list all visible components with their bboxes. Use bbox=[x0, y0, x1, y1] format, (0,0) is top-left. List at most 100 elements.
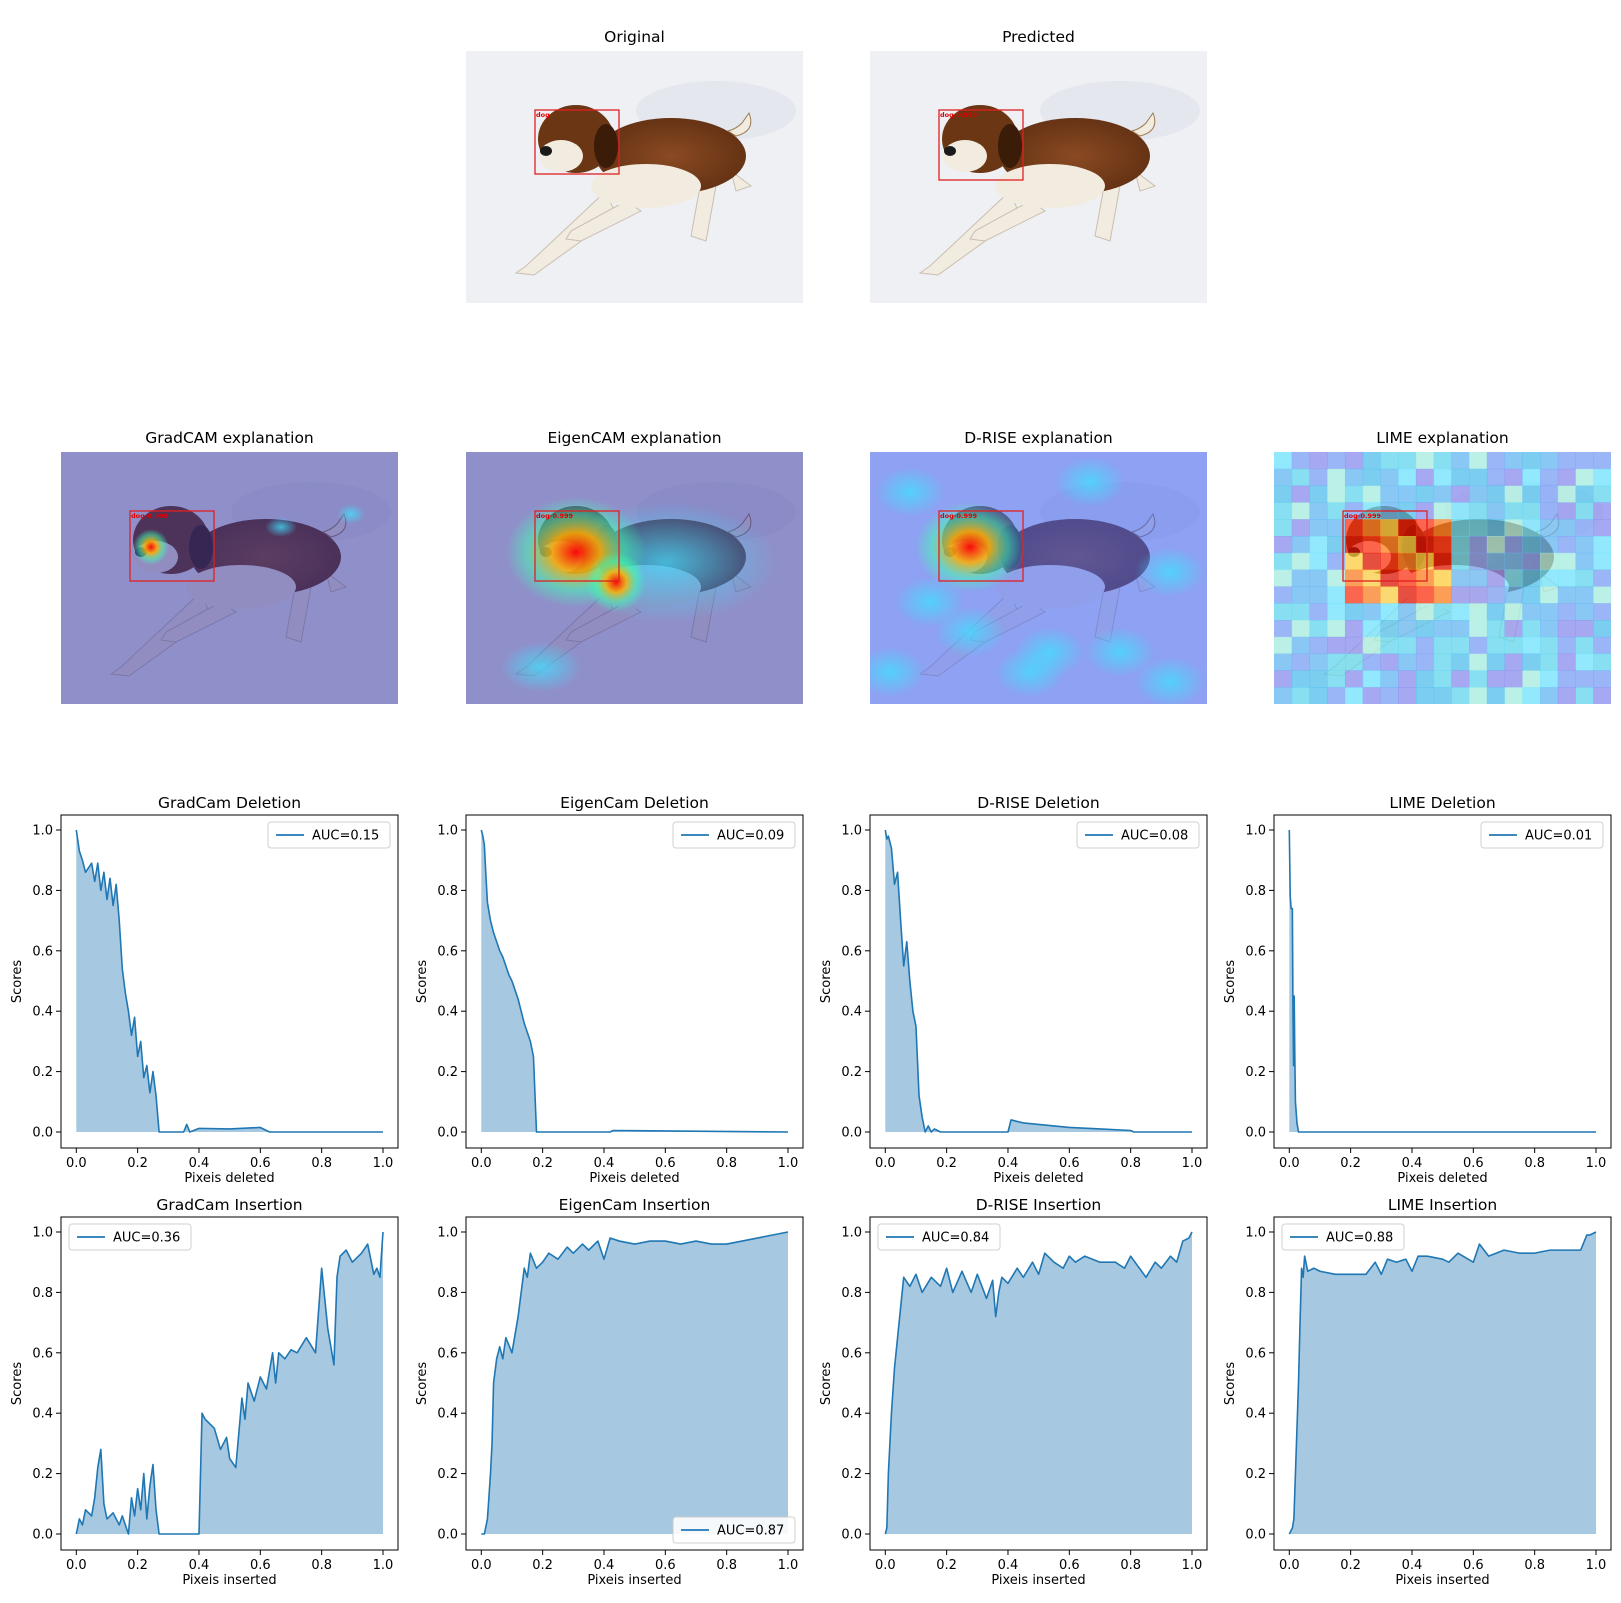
lime-superpixel bbox=[1398, 586, 1417, 604]
lime-superpixel bbox=[1557, 468, 1577, 487]
dog-front-leg-2 bbox=[565, 200, 642, 242]
lime-superpixel bbox=[1291, 586, 1310, 604]
chart-panel: 0.0 0.2 0.4 0.6 0.8 1.0 0.0 0.2 0.4 0.6 0.8 1.0 LIME… bbox=[1223, 1196, 1612, 1588]
image-panel: dog-0.999 Predicted bbox=[870, 28, 1207, 303]
heatmap-blob bbox=[1135, 547, 1205, 597]
lime-superpixel bbox=[1469, 485, 1488, 503]
lime-superpixel bbox=[1540, 620, 1559, 638]
y-tick-label: 0.2 bbox=[1245, 1065, 1266, 1080]
x-tick-label: 1.0 bbox=[778, 1558, 799, 1573]
lime-superpixel bbox=[1469, 502, 1488, 520]
y-axis-label: Scores bbox=[819, 1362, 834, 1405]
lime-superpixel bbox=[1469, 569, 1488, 587]
detection-box bbox=[938, 510, 1024, 582]
x-tick-label: 0.8 bbox=[1524, 1558, 1545, 1573]
lime-superpixel bbox=[1540, 687, 1559, 704]
lime-superpixel bbox=[1486, 468, 1506, 487]
chart-title: LIME Deletion bbox=[1389, 794, 1495, 812]
lime-superpixel bbox=[1362, 653, 1381, 671]
lime-superpixel bbox=[1557, 569, 1577, 587]
lime-superpixel bbox=[1309, 687, 1328, 704]
lime-superpixel bbox=[1486, 502, 1506, 520]
y-tick-label: 0.6 bbox=[841, 1346, 862, 1361]
y-tick-label: 0.8 bbox=[32, 1286, 53, 1301]
x-axis-label: Pixeis deleted bbox=[589, 1171, 679, 1186]
image-content bbox=[466, 51, 803, 303]
lime-superpixel bbox=[1433, 569, 1452, 587]
chart-panel: 0.0 0.2 0.4 0.6 0.8 1.0 0.0 0.2 0.4 0.6 0.8 1.0 Grad… bbox=[10, 794, 399, 1186]
chart-title: D-RISE Insertion bbox=[976, 1196, 1102, 1214]
y-tick-label: 0.0 bbox=[32, 1126, 53, 1141]
lime-superpixel bbox=[1593, 452, 1611, 470]
lime-superpixel bbox=[1433, 687, 1452, 704]
lime-superpixel bbox=[1433, 670, 1452, 688]
area-fill bbox=[481, 830, 788, 1132]
legend-label: AUC=0.01 bbox=[1525, 829, 1592, 844]
legend-label: AUC=0.84 bbox=[922, 1231, 989, 1246]
heatmap-blob bbox=[1055, 457, 1125, 507]
x-tick-label: 1.0 bbox=[1586, 1558, 1607, 1573]
lime-superpixel bbox=[1540, 502, 1559, 520]
lime-superpixel bbox=[1575, 586, 1594, 604]
axes-frame bbox=[60, 814, 399, 1149]
lime-superpixel bbox=[1469, 552, 1488, 571]
lime-superpixel bbox=[1291, 603, 1310, 621]
lime-superpixel bbox=[1344, 620, 1364, 638]
heatmap-hotspot bbox=[586, 552, 646, 612]
lime-superpixel bbox=[1274, 653, 1293, 671]
y-tick-label: 0.0 bbox=[437, 1126, 458, 1141]
legend-label: AUC=0.87 bbox=[717, 1524, 784, 1539]
lime-superpixel bbox=[1593, 552, 1611, 571]
lime-superpixel bbox=[1344, 452, 1364, 470]
lime-superpixel bbox=[1415, 636, 1435, 655]
heatmap-hotspot bbox=[915, 502, 1025, 592]
lime-superpixel bbox=[1540, 569, 1559, 587]
lime-superpixel bbox=[1433, 552, 1452, 571]
y-axis-label: Scores bbox=[819, 960, 834, 1003]
lime-superpixel bbox=[1522, 586, 1541, 604]
lime-superpixel bbox=[1398, 519, 1417, 537]
y-tick-label: 0.6 bbox=[841, 944, 862, 959]
lime-superpixel bbox=[1433, 653, 1452, 671]
series-line bbox=[75, 829, 383, 1133]
heatmap-blob bbox=[895, 577, 965, 627]
x-axis-label: Pixeis inserted bbox=[182, 1573, 276, 1588]
y-axis-label: Scores bbox=[415, 960, 430, 1003]
lime-superpixel bbox=[1362, 552, 1381, 571]
lime-superpixel bbox=[1344, 519, 1364, 537]
lime-superpixel bbox=[1415, 452, 1435, 470]
lime-superpixel bbox=[1415, 569, 1435, 587]
lime-superpixel bbox=[1451, 603, 1470, 621]
x-tick-label: 0.8 bbox=[716, 1558, 737, 1573]
lime-superpixel bbox=[1433, 452, 1452, 470]
x-axis-label: Pixeis deleted bbox=[184, 1171, 274, 1186]
lime-superpixel bbox=[1309, 502, 1328, 520]
y-tick-label: 1.0 bbox=[841, 1226, 862, 1241]
lime-superpixel bbox=[1415, 552, 1435, 571]
x-tick-label: 0.2 bbox=[1340, 1558, 1361, 1573]
lime-superpixel bbox=[1344, 687, 1364, 704]
y-tick-label: 0.8 bbox=[841, 1286, 862, 1301]
lime-superpixel bbox=[1575, 468, 1594, 487]
lime-superpixel bbox=[1540, 452, 1559, 470]
lime-superpixel bbox=[1469, 636, 1488, 655]
chart-panel: 0.0 0.2 0.4 0.6 0.8 1.0 0.0 0.2 0.4 0.6 0.8 1.0 Eige… bbox=[415, 794, 804, 1186]
legend-label: AUC=0.88 bbox=[1326, 1231, 1393, 1246]
lime-superpixel bbox=[1309, 586, 1328, 604]
lime-superpixel bbox=[1486, 620, 1506, 638]
lime-superpixel bbox=[1309, 536, 1328, 554]
lime-superpixel bbox=[1433, 485, 1452, 503]
detection-box bbox=[938, 109, 1024, 181]
legend: AUC=0.15 bbox=[267, 821, 391, 849]
legend: AUC=0.09 bbox=[672, 821, 796, 849]
lime-superpixel bbox=[1593, 468, 1611, 487]
image-panel: dog Original bbox=[466, 28, 803, 303]
lime-superpixel bbox=[1575, 603, 1594, 621]
lime-superpixel bbox=[1291, 636, 1310, 655]
legend-label: AUC=0.15 bbox=[312, 829, 379, 844]
y-tick-label: 0.6 bbox=[437, 1346, 458, 1361]
image-title: GradCAM explanation bbox=[145, 429, 314, 447]
lime-superpixel bbox=[1344, 636, 1364, 655]
y-axis-label: Scores bbox=[1223, 1362, 1238, 1405]
